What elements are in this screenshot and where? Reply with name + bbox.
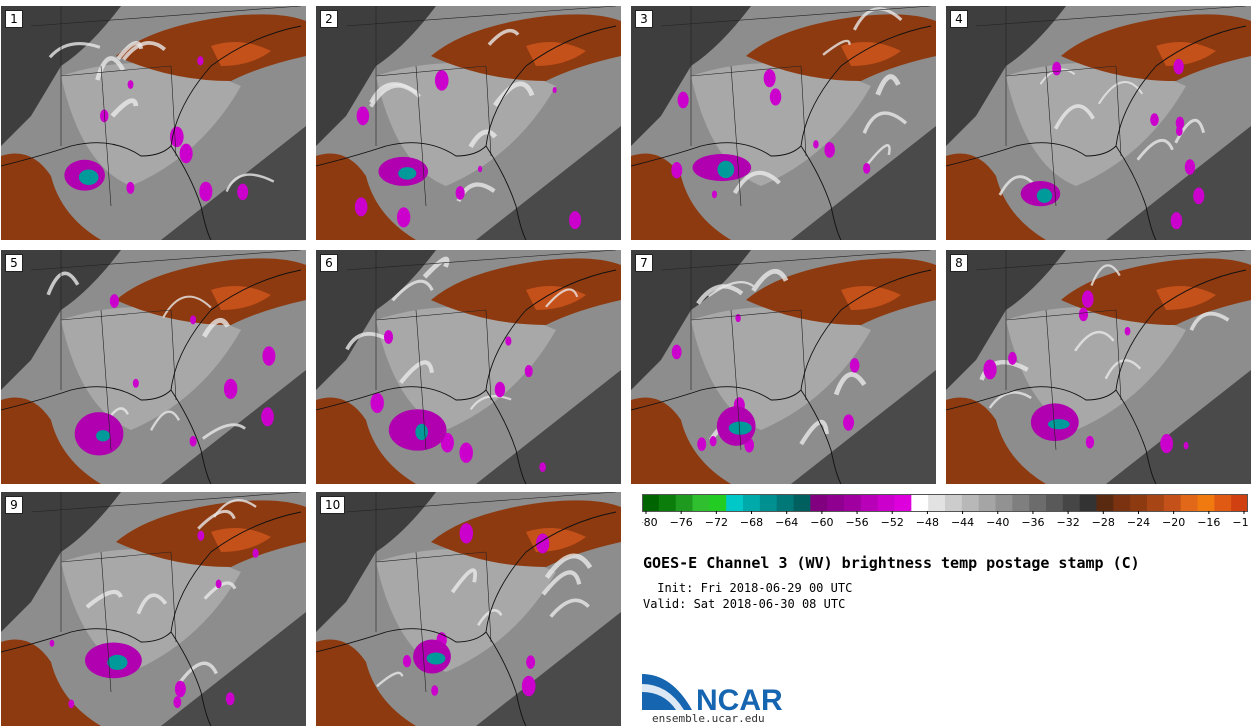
valid-time: Valid: Sat 2018-06-30 08 UTC (643, 597, 846, 611)
map-panel-5: 5 (1, 250, 306, 484)
colorbar-swatch (1197, 494, 1215, 511)
colorbar-swatch (1231, 494, 1248, 511)
colorbar-swatch (928, 494, 946, 511)
colorbar-swatch (658, 494, 677, 511)
logo-text: NCAR (696, 684, 783, 717)
colorbar-swatch (1096, 494, 1114, 511)
map-panel-9: 9 (1, 492, 306, 726)
colorbar-tick-label: −80 (642, 516, 658, 529)
colorbar-swatch (1046, 494, 1064, 511)
colorbar-swatch (911, 494, 929, 511)
colorbar-tick-label: −72 (705, 516, 728, 529)
panel-label: 9 (5, 496, 23, 514)
colorbar-tick-label: −64 (775, 516, 798, 529)
map-panel-8: 8 (946, 250, 1251, 484)
colorbar-swatch (709, 494, 727, 511)
map-panel-1: 1 (1, 6, 306, 240)
colorbar-swatch (759, 494, 778, 511)
map-panel-3: 3 (631, 6, 936, 240)
colorbar-tick-label: −44 (951, 516, 974, 529)
init-time: Init: Fri 2018-06-29 00 UTC (650, 581, 853, 595)
colorbar-swatch (793, 494, 811, 511)
colorbar-swatch (1180, 494, 1199, 511)
colorbar-tick-label: −40 (986, 516, 1009, 529)
colorbar-swatch (692, 494, 710, 511)
colorbar-tick-label: −36 (1021, 516, 1044, 529)
map-panel-10: 10 (316, 492, 621, 726)
colorbar-swatch (894, 494, 912, 511)
colorbar-swatch (1214, 494, 1232, 511)
colorbar-swatch (675, 494, 694, 511)
colorbar-tick-label: −16 (1197, 516, 1220, 529)
colorbar-swatch (877, 494, 896, 511)
map-panel-2: 2 (316, 6, 621, 240)
colorbar-swatch (1113, 494, 1131, 511)
colorbar-tick-label: −48 (916, 516, 939, 529)
colorbar-swatch (1029, 494, 1047, 511)
colorbar-swatch (1079, 494, 1098, 511)
ncar-logo: NCAR (642, 674, 783, 717)
panel-label: 8 (950, 254, 968, 272)
panel-label: 1 (5, 10, 23, 28)
colorbar-swatch (642, 494, 660, 511)
colorbar-swatch (827, 494, 845, 511)
colorbar-swatch (776, 494, 795, 511)
panel-label: 6 (320, 254, 338, 272)
colorbar-swatch (844, 494, 862, 511)
colorbar-swatch (726, 494, 744, 511)
colorbar-tick-label: −68 (740, 516, 763, 529)
chart-title: GOES-E Channel 3 (WV) brightness temp po… (643, 554, 1140, 572)
colorbar-swatch (860, 494, 879, 511)
colorbar-tick-label: −12 (1232, 516, 1248, 529)
colorbar-swatch (1062, 494, 1081, 511)
colorbar-swatch (743, 494, 761, 511)
colorbar-swatch (1163, 494, 1182, 511)
map-panel-6: 6 (316, 250, 621, 484)
map-panel-7: 7 (631, 250, 936, 484)
colorbar-tick-label: −56 (845, 516, 868, 529)
panel-label: 5 (5, 254, 23, 272)
colorbar-swatch (1147, 494, 1165, 511)
colorbar-tick-label: −76 (670, 516, 693, 529)
panel-label: 4 (950, 10, 968, 28)
colorbar-tick-label: −32 (1057, 516, 1080, 529)
map-panel-4: 4 (946, 6, 1251, 240)
colorbar-tick-label: −20 (1162, 516, 1185, 529)
colorbar-swatch (1012, 494, 1030, 511)
panel-label: 3 (635, 10, 653, 28)
colorbar-swatch (810, 494, 828, 511)
logo-url: ensemble.ucar.edu (652, 712, 765, 725)
colorbar: −80−76−72−68−64−60−56−52−48−44−40−36−32−… (642, 494, 1248, 529)
colorbar-swatch (945, 494, 963, 511)
colorbar-swatch (961, 494, 980, 511)
panel-label: 7 (635, 254, 653, 272)
colorbar-swatch (978, 494, 997, 511)
colorbar-swatch (1130, 494, 1148, 511)
colorbar-tick-label: −28 (1092, 516, 1115, 529)
panel-label: 2 (320, 10, 338, 28)
panel-label: 10 (320, 496, 346, 514)
colorbar-tick-label: −52 (881, 516, 904, 529)
colorbar-swatch (995, 494, 1013, 511)
colorbar-border (642, 494, 1248, 512)
colorbar-tick-label: −24 (1127, 516, 1150, 529)
colorbar-tick-label: −60 (810, 516, 833, 529)
